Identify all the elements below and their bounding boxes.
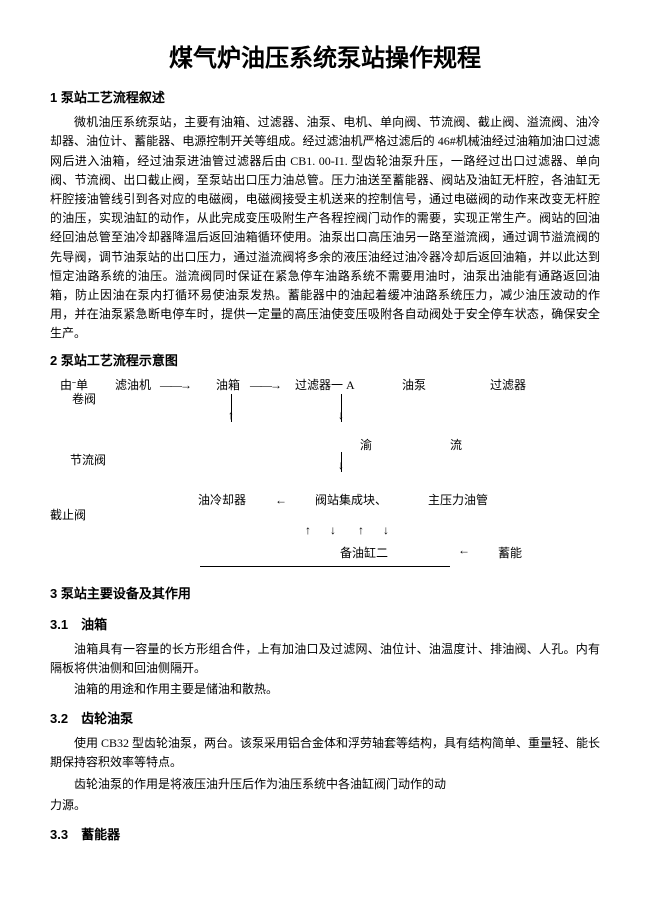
line-v3 [341, 452, 342, 472]
section2-heading: 2 泵站工艺流程示意图 [50, 351, 600, 372]
section32-p3: 力源。 [50, 796, 600, 815]
node-cylinder: 备油缸二 [340, 544, 388, 563]
page-title: 煤气炉油压系统泵站操作规程 [50, 40, 600, 78]
section31-p2: 油箱的用途和作用主要是储油和散热。 [50, 680, 600, 699]
node-liu: 流 [450, 436, 462, 455]
arrow-down-4 [383, 521, 389, 540]
node-main-pipe: 主压力油管 [428, 491, 488, 510]
arrow-right-1: ――→ [160, 376, 190, 395]
arrow-up-2 [305, 521, 311, 540]
section32-p1: 使用 CB32 型齿轮油泵，两台。该泵采用铝合金体和浮劳轴套等结构，具有结构简单… [50, 734, 600, 772]
node-stop-valve: 截止阀 [50, 506, 86, 525]
node-filter: 过滤器 [490, 376, 526, 395]
node-oil-pump: 油泵 [402, 376, 426, 395]
line-v2 [341, 394, 342, 422]
node-valve-station: 阀站集成块、 [315, 491, 387, 510]
node-yu: 渝 [360, 436, 372, 455]
arrow-up-3 [358, 521, 364, 540]
section1-heading: 1 泵站工艺流程叙述 [50, 88, 600, 109]
section32-heading: 3.2 齿轮油泵 [50, 709, 600, 730]
node-filter-a: 过滤器一 A [295, 376, 355, 395]
section3-heading: 3 泵站主要设备及其作用 [50, 584, 600, 605]
section33-heading: 3.3 蓄能器 [50, 825, 600, 846]
node-throttle: 节流阀 [70, 451, 106, 470]
section32-p2: 齿轮油泵的作用是将液压油升压后作为油压系统中各油缸阀门动作的动 [50, 775, 600, 794]
node-oil-tank: 油箱 [216, 376, 240, 395]
arrow-left-2 [458, 541, 470, 560]
section31-p1: 油箱具有一容量的长方形组合件，上有加油口及过滤网、油位计、油温度计、排油阀、人孔… [50, 640, 600, 678]
flow-diagram: 由ˉ单 卷阀 滤油机 ――→ 油箱 ――→ 过滤器一 A 油泵 过滤器 渝 流 … [50, 376, 600, 576]
node-accumulator: 蓄能 [498, 544, 522, 563]
node-source-2: 卷阀 [72, 390, 96, 409]
section1-p1: 微机油压系统泵站，主要有油箱、过滤器、油泵、电机、单向阀、节流阀、截止阀、溢流阀… [50, 113, 600, 343]
line-h1 [200, 566, 450, 567]
section31-heading: 3.1 油箱 [50, 615, 600, 636]
line-v1 [231, 394, 232, 422]
arrow-down-3 [330, 521, 336, 540]
arrow-left-1 [275, 491, 287, 510]
node-filter-machine: 滤油机 [115, 376, 151, 395]
node-cooler: 油冷却器 [198, 491, 246, 510]
arrow-right-2: ――→ [250, 376, 280, 395]
